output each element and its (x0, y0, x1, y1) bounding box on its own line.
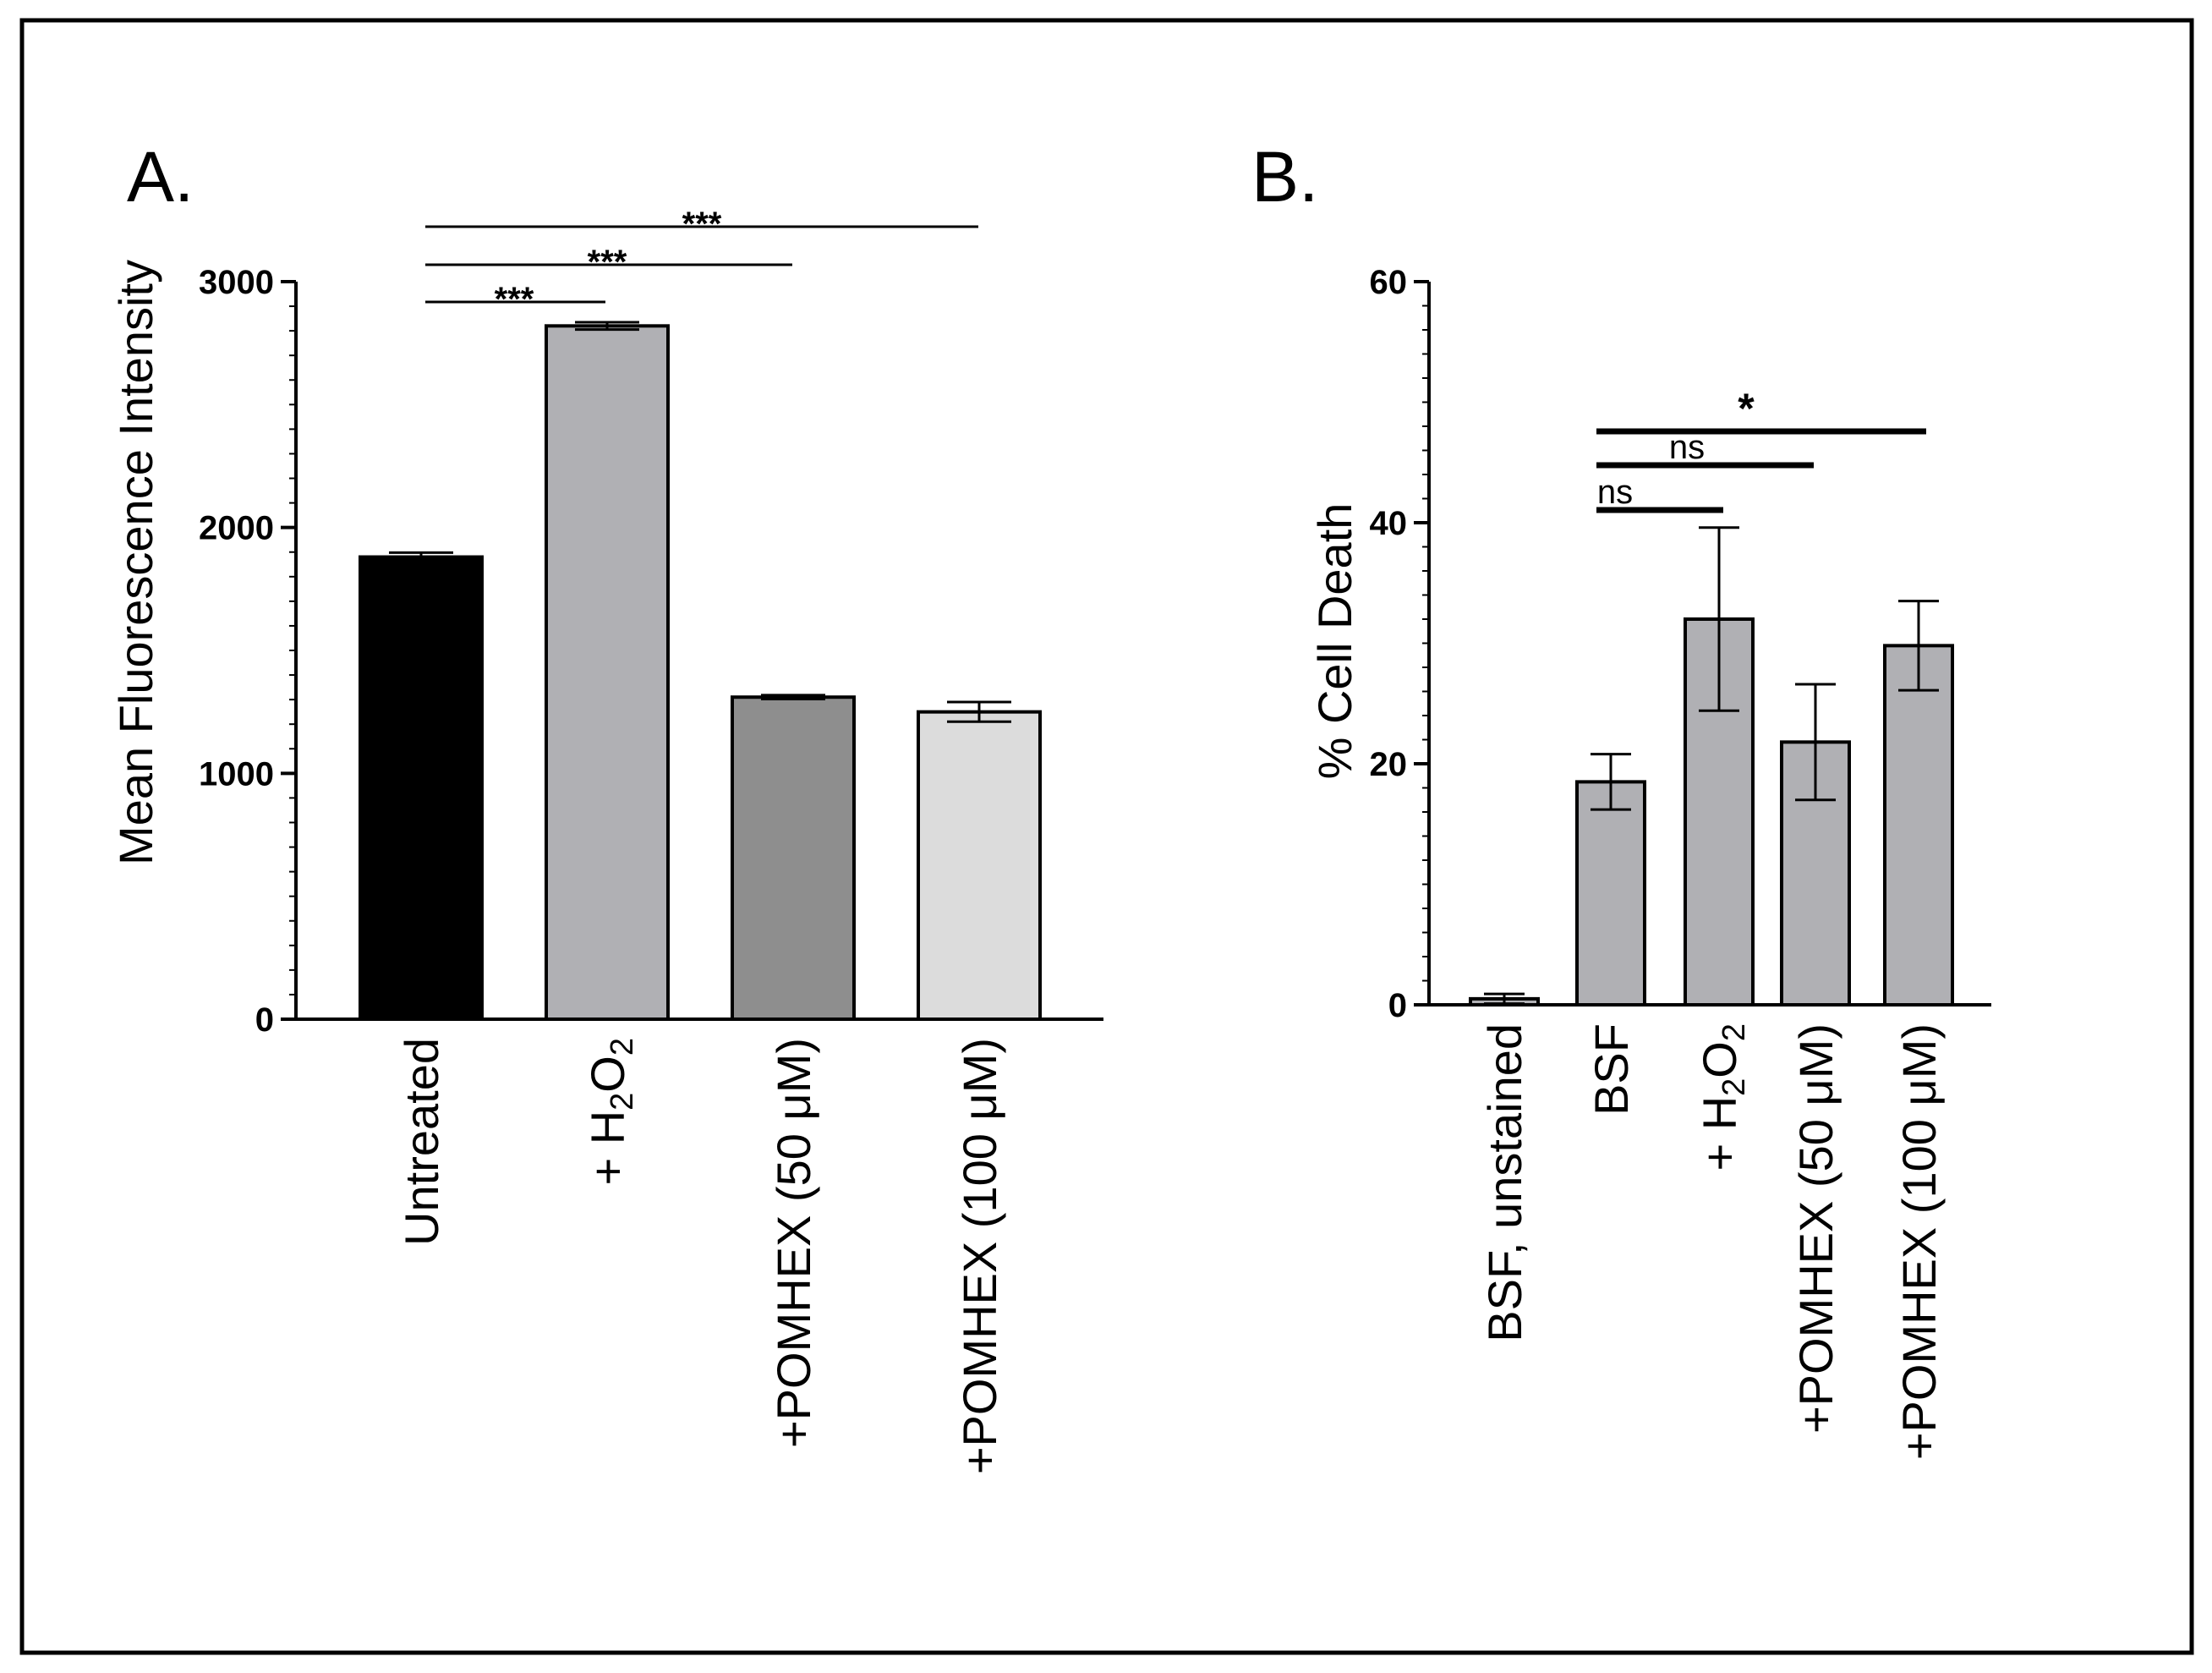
bar (731, 695, 856, 1022)
panel-a-significance: *** *** *** (425, 206, 978, 318)
category-label: + H2O2 (581, 1038, 640, 1186)
panel-a-y-axis-label: Mean Fluorescence Intensity (109, 260, 162, 865)
y-tick-label: 0 (1388, 987, 1407, 1024)
significance-label: *** (495, 281, 534, 318)
panel-a-category-labels: Untreated + H2O2 +POMHEX (50 μM) +POMHEX (1… (395, 1038, 1006, 1474)
bar (1883, 644, 1954, 1007)
significance-label: *** (682, 206, 722, 243)
category-label: + H2O2 (1693, 1023, 1752, 1171)
panel-a-label: A. (127, 137, 194, 217)
significance-label: *** (588, 244, 627, 281)
bar (917, 710, 1042, 1022)
panel-b-label: B. (1251, 137, 1318, 217)
category-label: +POMHEX (100 μM) (1892, 1023, 1946, 1460)
y-tick-label: 3000 (199, 264, 274, 301)
bar (545, 324, 670, 1021)
y-tick-label: 2000 (199, 510, 274, 547)
panel-b-bars (1469, 526, 1954, 1007)
significance-label: ns (1597, 474, 1633, 511)
category-label: +POMHEX (50 μM) (767, 1038, 820, 1448)
panel-a-axes: 0 1000 2000 3000 (199, 264, 1103, 1039)
category-label: Untreated (395, 1038, 448, 1246)
bar (359, 555, 484, 1021)
category-label: +POMHEX (50 μM) (1789, 1023, 1842, 1434)
panel-a-bars (359, 321, 1042, 1022)
y-tick-label: 20 (1370, 746, 1408, 783)
y-tick-label: 60 (1370, 264, 1408, 301)
panel-b-category-labels: BSF, unstained BSF + H2O2 +POMHEX (50 μM) +P… (1478, 1023, 1946, 1460)
category-label: +POMHEX (100 μM) (953, 1038, 1006, 1474)
figure-border (19, 18, 2194, 1655)
y-tick-label: 0 (255, 1001, 274, 1039)
y-tick-label: 40 (1370, 505, 1408, 542)
significance-label: ns (1669, 429, 1705, 466)
panel-b-y-axis-label: % Cell Death (1308, 503, 1361, 780)
panel-a: A. Mean Fluorescence Intensity 0 1000 2000… (109, 137, 1103, 1474)
category-label: BSF, unstained (1478, 1023, 1531, 1342)
bar (1575, 780, 1646, 1007)
y-tick-label: 1000 (199, 755, 274, 793)
category-label: BSF (1585, 1023, 1638, 1116)
significance-label: * (1738, 385, 1755, 432)
